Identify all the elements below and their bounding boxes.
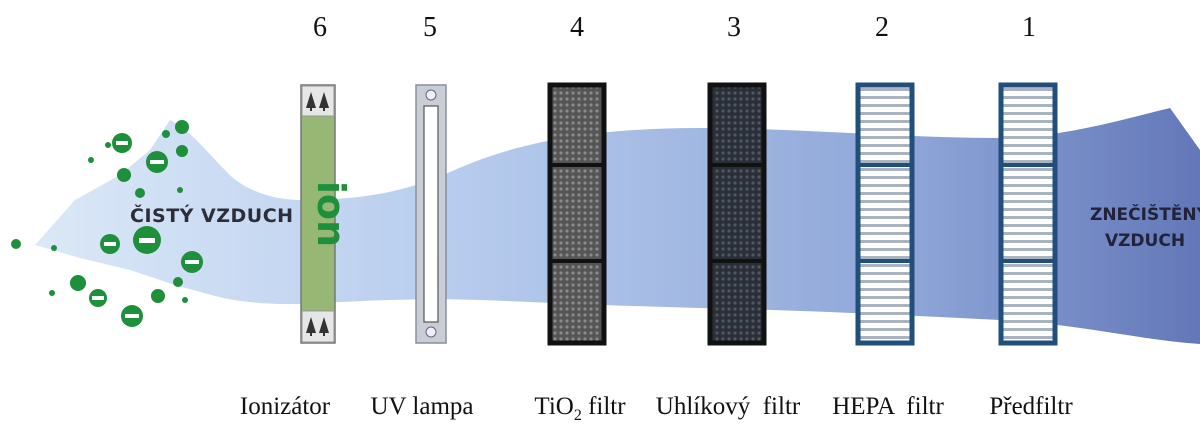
dirty-air-label-line1: ZNEČIŠTĚNÝ (1090, 205, 1200, 225)
stage-label-1: Předfiltr (989, 393, 1073, 420)
uv-lamp-module (415, 84, 447, 344)
stage-number-4: 4 (570, 12, 584, 43)
dirty-air-label-line2: VZDUCH (1104, 231, 1186, 251)
stage-number-2: 2 (875, 12, 889, 43)
stage-label-4-suffix: filtr (581, 393, 626, 420)
tree-icon (306, 92, 329, 336)
stage-label-5: UV lampa (370, 393, 474, 420)
carbon-filter-module (707, 82, 767, 346)
hepa-filter-module (855, 82, 915, 346)
stage-number-3: 3 (727, 12, 741, 43)
clean-air-label: ČISTÝ VZDUCH (130, 205, 294, 227)
stage-number-6: 6 (313, 12, 327, 43)
stage-label-4-prefix: TiO (534, 393, 574, 420)
bulb-icon (425, 89, 437, 338)
stage-label-2: HEPA filtr (832, 393, 944, 420)
stage-label-3: Uhlíkový filtr (655, 393, 801, 420)
stage-label-4: TiO2 filtr (534, 393, 625, 425)
tio2-filter-module (547, 82, 607, 346)
stage-number-5: 5 (423, 12, 437, 43)
ionizer-module (300, 84, 336, 344)
stage-label-4-sub: 2 (573, 407, 582, 424)
minus-ion-icon (89, 120, 203, 327)
pre-filter-module (998, 82, 1058, 346)
stage-label-6: Ionizátor (239, 393, 331, 420)
ionizer-text: ion (309, 181, 353, 247)
dirty-air-label: ZNEČIŠTĚNÝ VZDUCH (1090, 202, 1200, 254)
stage-number-1: 1 (1022, 12, 1036, 43)
ion-particles (11, 130, 188, 304)
